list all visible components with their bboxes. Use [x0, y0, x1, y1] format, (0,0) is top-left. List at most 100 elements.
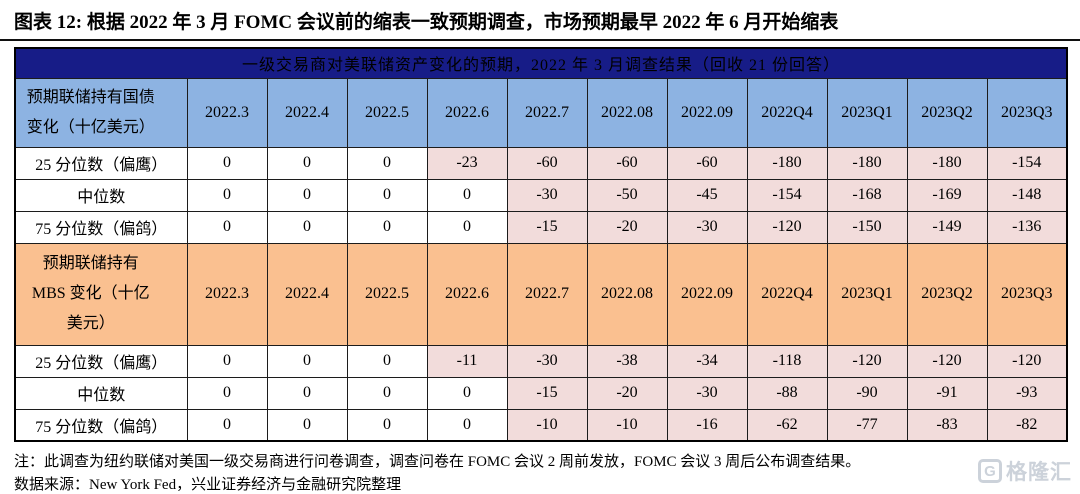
value-cell: -180: [906, 146, 988, 180]
section-title: 预期联储持有 MBS 变化（十亿美元）: [14, 242, 188, 346]
data-row: 25 分位数（偏鹰） 0 0 0 -23 -60 -60 -60 -180 -180 -180 -15…: [14, 146, 1068, 180]
value-cell: -149: [906, 210, 988, 244]
value-cell: 0: [346, 178, 428, 212]
column-header: 2022.08: [586, 77, 668, 148]
row-label: 25 分位数（偏鹰）: [14, 146, 188, 180]
value-cell: 0: [426, 408, 508, 442]
value-cell: -82: [986, 408, 1068, 442]
value-cell: 0: [186, 178, 268, 212]
value-cell: -62: [746, 408, 828, 442]
column-header: 2022.4: [266, 77, 348, 148]
value-cell: -93: [986, 376, 1068, 410]
value-cell: 0: [426, 178, 508, 212]
column-header: 2022.3: [186, 242, 268, 346]
value-cell: -180: [746, 146, 828, 180]
row-label: 中位数: [14, 376, 188, 410]
value-cell: 0: [186, 344, 268, 378]
value-cell: -15: [506, 376, 588, 410]
value-cell: -45: [666, 178, 748, 212]
column-header: 2022.7: [506, 77, 588, 148]
value-cell: -77: [826, 408, 908, 442]
value-cell: -30: [506, 178, 588, 212]
row-label: 25 分位数（偏鹰）: [14, 344, 188, 378]
value-cell: -30: [506, 344, 588, 378]
value-cell: -60: [506, 146, 588, 180]
value-cell: -154: [746, 178, 828, 212]
value-cell: 0: [426, 376, 508, 410]
value-cell: -120: [826, 344, 908, 378]
value-cell: -120: [906, 344, 988, 378]
column-header: 2022.09: [666, 242, 748, 346]
data-row: 中位数 0 0 0 0 -30 -50 -45 -154 -168 -169 -148: [14, 178, 1068, 212]
value-cell: -15: [506, 210, 588, 244]
value-cell: -169: [906, 178, 988, 212]
value-cell: 0: [346, 146, 428, 180]
title-divider: [0, 39, 1080, 41]
column-header: 2022.08: [586, 242, 668, 346]
banner-row: 一级交易商对美联储资产变化的预期，2022 年 3 月调查结果（回收 21 份回…: [14, 47, 1068, 79]
value-cell: -23: [426, 146, 508, 180]
section-title: 预期联储持有国债变化（十亿美元）: [14, 77, 188, 148]
value-cell: -10: [586, 408, 668, 442]
column-header: 2022.5: [346, 77, 428, 148]
value-cell: 0: [266, 344, 348, 378]
data-row: 75 分位数（偏鸽） 0 0 0 0 -10 -10 -16 -62 -77 -83 -82: [14, 408, 1068, 442]
gelonghui-logo-icon: G: [978, 459, 1002, 483]
value-cell: -148: [986, 178, 1068, 212]
value-cell: -118: [746, 344, 828, 378]
value-cell: -30: [666, 376, 748, 410]
value-cell: 0: [186, 408, 268, 442]
value-cell: -11: [426, 344, 508, 378]
value-cell: 0: [346, 408, 428, 442]
value-cell: -50: [586, 178, 668, 212]
value-cell: 0: [346, 210, 428, 244]
column-header: 2023Q3: [986, 242, 1068, 346]
column-header: 2022.6: [426, 77, 508, 148]
column-header: 2022.5: [346, 242, 428, 346]
column-header: 2023Q2: [906, 77, 988, 148]
data-row: 75 分位数（偏鸽） 0 0 0 0 -15 -20 -30 -120 -150 -149 -136: [14, 210, 1068, 244]
value-cell: -120: [746, 210, 828, 244]
value-cell: 0: [426, 210, 508, 244]
column-header: 2022.4: [266, 242, 348, 346]
column-header: 2023Q2: [906, 242, 988, 346]
value-cell: -38: [586, 344, 668, 378]
column-header: 2022.3: [186, 77, 268, 148]
value-cell: -20: [586, 210, 668, 244]
value-cell: -180: [826, 146, 908, 180]
column-header: 2023Q1: [826, 77, 908, 148]
data-row: 25 分位数（偏鹰） 0 0 0 -11 -30 -38 -34 -118 -120 -120 -12…: [14, 344, 1068, 378]
row-label: 75 分位数（偏鸽）: [14, 210, 188, 244]
value-cell: 0: [346, 376, 428, 410]
watermark-label: 格隆汇: [1006, 461, 1072, 484]
gelonghui-watermark: G 格隆汇: [978, 456, 1072, 486]
column-header: 2023Q1: [826, 242, 908, 346]
value-cell: -20: [586, 376, 668, 410]
value-cell: -150: [826, 210, 908, 244]
value-cell: -16: [666, 408, 748, 442]
survey-table: 一级交易商对美联储资产变化的预期，2022 年 3 月调查结果（回收 21 份回…: [14, 47, 1069, 442]
value-cell: -60: [666, 146, 748, 180]
value-cell: -168: [826, 178, 908, 212]
section-header-row: 预期联储持有国债变化（十亿美元） 2022.3 2022.4 2022.5 2022.6…: [14, 77, 1068, 148]
row-label: 中位数: [14, 178, 188, 212]
column-header: 2022Q4: [746, 242, 828, 346]
value-cell: 0: [346, 344, 428, 378]
value-cell: -30: [666, 210, 748, 244]
table-body: 预期联储持有国债变化（十亿美元） 2022.3 2022.4 2022.5 2022.6…: [14, 77, 1068, 442]
value-cell: 0: [266, 178, 348, 212]
row-label: 75 分位数（偏鸽）: [14, 408, 188, 442]
value-cell: -34: [666, 344, 748, 378]
column-header: 2022.09: [666, 77, 748, 148]
value-cell: 0: [266, 210, 348, 244]
table-banner: 一级交易商对美联储资产变化的预期，2022 年 3 月调查结果（回收 21 份回…: [14, 47, 1068, 79]
value-cell: 0: [266, 408, 348, 442]
value-cell: 0: [266, 146, 348, 180]
column-header: 2022.7: [506, 242, 588, 346]
value-cell: -154: [986, 146, 1068, 180]
value-cell: -91: [906, 376, 988, 410]
data-row: 中位数 0 0 0 0 -15 -20 -30 -88 -90 -91 -93: [14, 376, 1068, 410]
figure-title: 图表 12: 根据 2022 年 3 月 FOMC 会议前的缩表一致预期调查，市…: [14, 12, 839, 33]
value-cell: 0: [186, 210, 268, 244]
value-cell: -88: [746, 376, 828, 410]
